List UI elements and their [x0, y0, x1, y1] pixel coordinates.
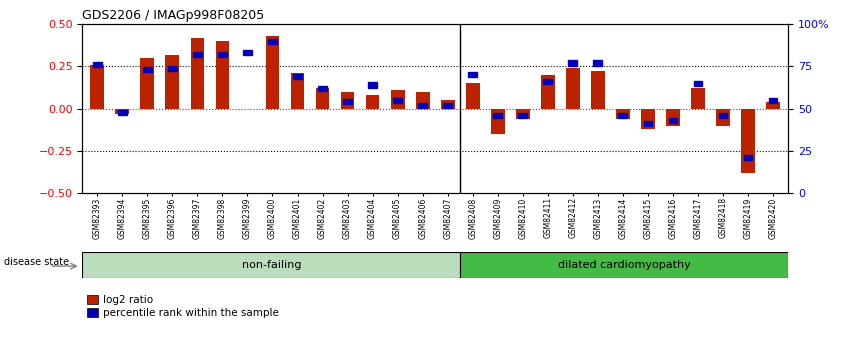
Bar — [291, 73, 304, 109]
Bar — [165, 55, 179, 109]
Text: disease state: disease state — [4, 257, 69, 267]
Bar — [416, 92, 430, 109]
Bar — [491, 109, 505, 134]
Bar — [168, 66, 177, 71]
Bar — [368, 82, 377, 88]
Text: non-failing: non-failing — [242, 260, 301, 270]
Bar — [616, 109, 630, 119]
Bar — [543, 79, 553, 84]
Bar — [643, 121, 652, 126]
Bar — [90, 65, 104, 109]
Bar — [118, 109, 126, 115]
Bar — [441, 100, 455, 109]
Bar — [115, 109, 129, 114]
Bar — [741, 109, 755, 173]
Bar — [716, 109, 730, 126]
Bar — [218, 52, 227, 57]
Bar — [541, 75, 555, 109]
Bar — [243, 50, 252, 56]
Bar — [318, 86, 327, 91]
Bar — [769, 98, 778, 103]
Bar — [343, 99, 352, 105]
Bar — [744, 155, 753, 160]
Bar — [340, 92, 354, 109]
Bar — [469, 72, 477, 77]
Bar — [365, 95, 379, 109]
Bar — [82, 252, 461, 278]
Bar — [691, 88, 705, 109]
Bar — [443, 103, 452, 108]
Text: GDS2206 / IMAGp998F08205: GDS2206 / IMAGp998F08205 — [82, 9, 264, 22]
Bar — [591, 71, 604, 109]
Bar — [666, 109, 680, 126]
Bar — [641, 109, 655, 129]
Bar — [494, 113, 502, 118]
Text: dilated cardiomyopathy: dilated cardiomyopathy — [558, 260, 690, 270]
Bar — [461, 252, 788, 278]
Bar — [593, 60, 602, 66]
Bar — [93, 62, 101, 67]
Bar — [618, 113, 627, 118]
Bar — [418, 103, 427, 108]
Bar — [393, 98, 402, 103]
Bar — [694, 81, 702, 86]
Bar — [216, 41, 229, 109]
Bar — [719, 113, 727, 118]
Bar — [268, 39, 277, 43]
Bar — [315, 88, 329, 109]
Bar — [140, 58, 154, 109]
Bar — [519, 113, 527, 118]
Bar — [669, 118, 677, 123]
Bar — [766, 102, 780, 109]
Bar — [191, 38, 204, 109]
Bar — [143, 67, 152, 72]
Bar — [516, 109, 530, 119]
Bar — [193, 52, 202, 57]
Legend: log2 ratio, percentile rank within the sample: log2 ratio, percentile rank within the s… — [87, 295, 279, 318]
Bar — [391, 90, 404, 109]
Bar — [568, 60, 578, 66]
Bar — [466, 83, 480, 109]
Bar — [293, 74, 302, 79]
Bar — [566, 68, 579, 109]
Bar — [266, 36, 280, 109]
